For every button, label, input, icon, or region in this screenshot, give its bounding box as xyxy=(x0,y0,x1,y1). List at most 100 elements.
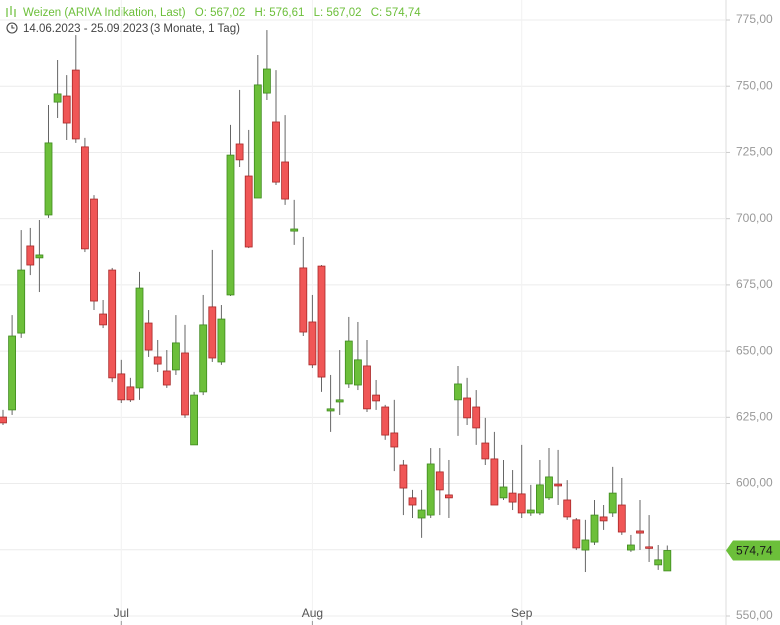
chart-title: Weizen (ARIVA Indikation, Last) xyxy=(23,7,186,19)
candle-body xyxy=(572,519,581,549)
last-price-label: 574,74 xyxy=(736,544,773,558)
subtitle: 14.06.2023 - 25.09.2023 xyxy=(23,23,148,35)
candle-body xyxy=(308,321,317,366)
candle-body xyxy=(435,471,444,491)
candle-body xyxy=(35,254,44,259)
x-tick-label: Sep xyxy=(511,606,533,620)
candle-body xyxy=(0,416,7,424)
header-low: L: 567,02 xyxy=(314,7,362,19)
candle-body xyxy=(454,383,462,401)
candle-body xyxy=(390,432,399,448)
candle-body xyxy=(536,484,544,514)
candle-body xyxy=(554,483,562,487)
candle-body xyxy=(363,365,371,410)
candle-body xyxy=(99,313,107,326)
header: Weizen (ARIVA Indikation, Last) O: 567,0… xyxy=(23,7,421,19)
candle-body xyxy=(208,306,217,359)
candle-body xyxy=(581,539,590,551)
candle-body xyxy=(262,68,271,94)
candle-body xyxy=(490,458,499,506)
candle-body xyxy=(590,514,599,543)
candle-body xyxy=(153,356,162,365)
candle-body xyxy=(8,335,17,411)
candle-body xyxy=(171,342,180,371)
candle-body xyxy=(281,161,290,200)
candle-body xyxy=(344,340,353,385)
candle-body xyxy=(417,509,426,519)
candle-body xyxy=(408,497,417,506)
candle-body xyxy=(381,406,390,436)
header-icon xyxy=(6,6,16,17)
candle-body xyxy=(545,476,553,499)
candle-body xyxy=(62,95,71,124)
candle-body xyxy=(563,499,572,518)
y-tick-label: 725,00 xyxy=(736,145,773,159)
y-tick-label: 550,00 xyxy=(736,608,773,622)
candle-body xyxy=(472,406,481,429)
candle-body xyxy=(126,386,135,401)
candle-body xyxy=(317,265,326,378)
candle-body xyxy=(627,544,635,551)
candle-body xyxy=(663,550,672,572)
candle-body xyxy=(481,442,490,460)
candle-body xyxy=(599,516,608,522)
candle-body xyxy=(272,121,280,183)
candle-body xyxy=(226,154,235,296)
candle-body xyxy=(108,269,117,379)
header-open: O: 567,02 xyxy=(195,7,246,19)
candle-body xyxy=(26,245,35,266)
candle-body xyxy=(617,504,626,533)
candle-body xyxy=(608,492,617,514)
y-tick-label: 675,00 xyxy=(736,277,773,291)
y-tick-label: 600,00 xyxy=(736,476,773,490)
candle-body xyxy=(335,399,344,403)
candle-body xyxy=(517,493,526,514)
y-tick-label: 700,00 xyxy=(736,211,773,225)
candle-body xyxy=(135,287,144,389)
candle-body xyxy=(44,142,53,216)
candle-body xyxy=(526,509,535,514)
candle-body xyxy=(290,228,299,232)
candle-body xyxy=(235,143,244,161)
last-price-badge xyxy=(726,540,780,561)
candle-body xyxy=(117,373,126,401)
x-tick-label: Aug xyxy=(302,606,323,620)
candle-body xyxy=(244,175,253,248)
y-tick-label: 650,00 xyxy=(736,343,773,357)
y-tick-label: 625,00 xyxy=(736,410,773,424)
candle-body xyxy=(399,464,408,489)
candle-body xyxy=(326,408,335,412)
header-close: C: 574,74 xyxy=(371,7,421,19)
candle-body xyxy=(217,318,226,363)
candle-body xyxy=(372,394,381,402)
candle-body xyxy=(144,322,153,351)
candle-body xyxy=(645,546,653,549)
period: (3 Monate, 1 Tag) xyxy=(150,23,240,35)
candle-body xyxy=(53,93,62,103)
candle-body xyxy=(181,352,189,416)
candle-body xyxy=(81,146,89,250)
y-tick-label: 775,00 xyxy=(736,12,773,26)
candle-body xyxy=(654,559,663,566)
candle-body xyxy=(190,394,199,446)
candle-body xyxy=(636,530,644,534)
candle-body xyxy=(17,269,26,334)
clock-icon xyxy=(6,22,18,34)
candle-body xyxy=(463,397,472,419)
y-tick-label: 750,00 xyxy=(736,78,773,92)
candle-body xyxy=(199,324,208,393)
candle-body xyxy=(499,486,508,499)
candle-body xyxy=(71,69,80,140)
candle-body xyxy=(444,494,453,499)
candle-body xyxy=(299,267,308,333)
x-tick-label: Jul xyxy=(114,606,129,620)
candle-body xyxy=(90,198,98,302)
candle-body xyxy=(353,359,362,386)
grid xyxy=(0,0,726,625)
candle-body xyxy=(162,370,171,386)
candle-body xyxy=(253,84,262,199)
candle-body xyxy=(426,463,435,516)
candle-body xyxy=(508,492,517,503)
header-high: H: 576,61 xyxy=(255,7,305,19)
